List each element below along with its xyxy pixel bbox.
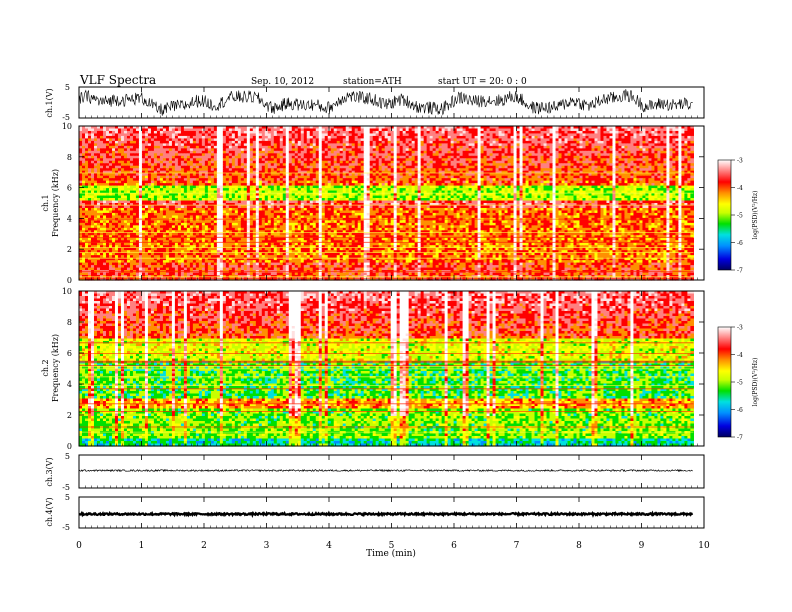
ch1-waveform-ylabel: ch.1(V) xyxy=(45,88,54,117)
ch1-waveform-panel: 5 -5 ch.1(V) xyxy=(45,83,704,122)
ch1-ytick-top: 5 xyxy=(65,83,70,92)
date-label: Sep. 10, 2012 xyxy=(251,77,314,87)
vlf-figure: VLF Spectra Sep. 10, 2012 station=ATH st… xyxy=(0,0,792,612)
ch1-ytick-bottom: -5 xyxy=(62,113,70,122)
station-label: station=ATH xyxy=(343,77,402,87)
start-time-label: start UT = 20: 0 : 0 xyxy=(438,77,527,87)
ch1-spectrogram-heatmap xyxy=(79,126,694,281)
figure-title: VLF Spectra xyxy=(79,73,156,87)
